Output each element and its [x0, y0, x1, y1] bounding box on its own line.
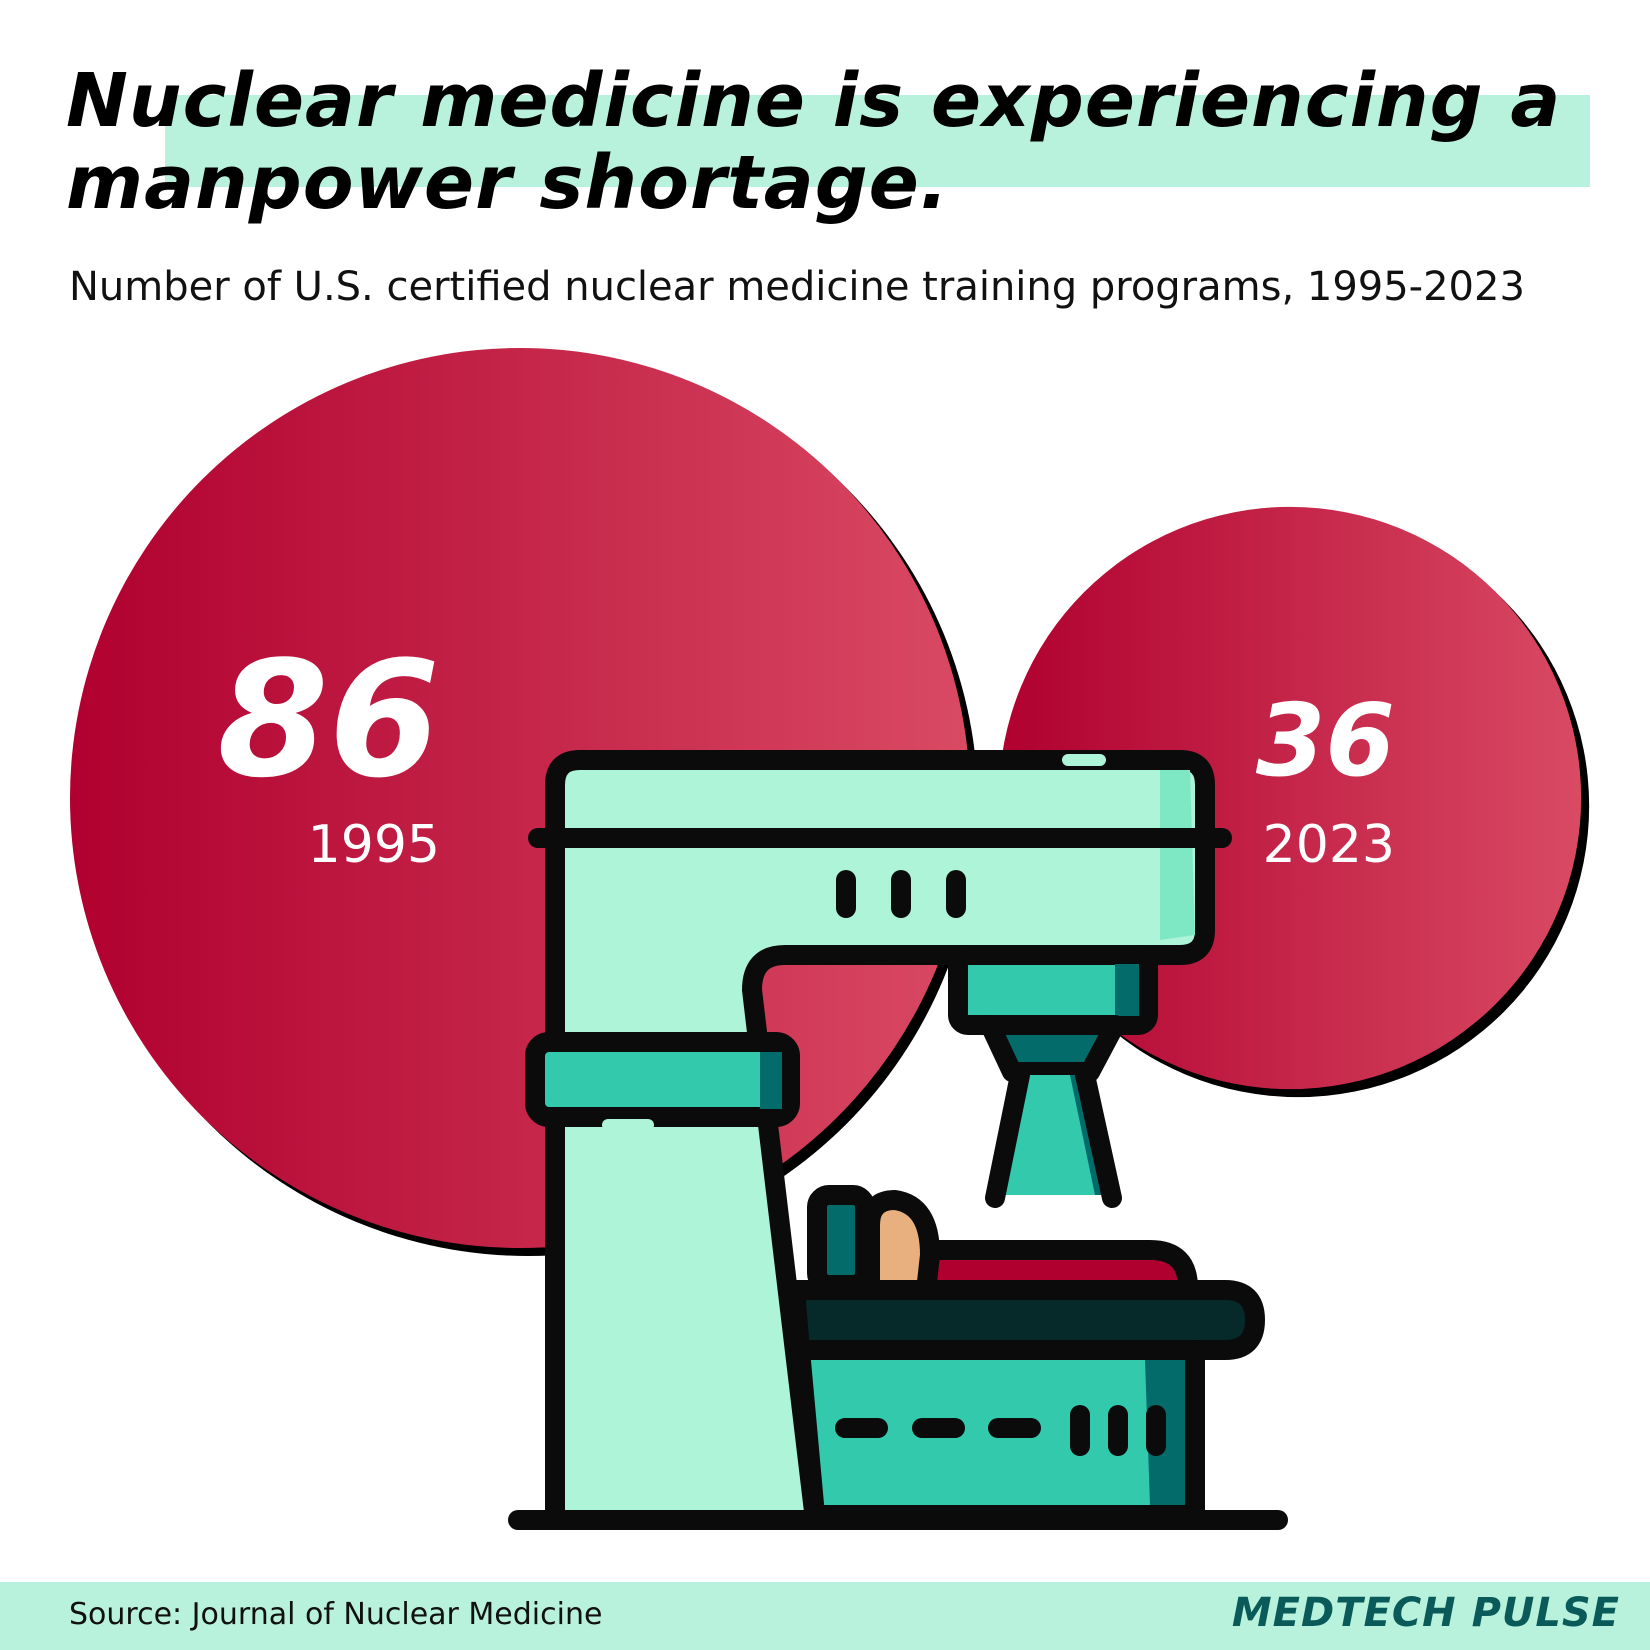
data-label: 36: [1256, 682, 1395, 799]
scanner-collar: [525, 1032, 800, 1127]
patient-head: [860, 1190, 940, 1310]
page-title: Nuclear medicine is experiencing a manpo…: [66, 58, 1562, 226]
brand-logo: MEDTECH PULSE: [1231, 1590, 1620, 1636]
scanner-arm-shade: [1160, 770, 1195, 940]
scanner-bed: [785, 1280, 1265, 1360]
category-label: 2023: [1263, 815, 1395, 875]
head-support: [807, 1185, 875, 1295]
scanner-collar-shade: [760, 1052, 782, 1109]
header: Nuclear medicine is experiencing a manpo…: [0, 0, 1650, 240]
source-note: Source: Journal of Nuclear Medicine: [69, 1597, 603, 1632]
detector-nozzle: [980, 1015, 1125, 1082]
data-label: 86: [217, 626, 440, 813]
nuclear-medicine-scanner-icon: [508, 750, 1288, 1530]
chart-subtitle: Number of U.S. certified nuclear medicin…: [69, 264, 1525, 310]
beam-edge-right: [1075, 1065, 1122, 1208]
title-highlight-band: [165, 95, 1590, 187]
category-label: 1995: [308, 815, 440, 875]
footer: Source: Journal of Nuclear Medicine MEDT…: [0, 1582, 1650, 1650]
beam-edge-left: [985, 1065, 1030, 1208]
detector-head-shade: [1115, 964, 1139, 1016]
